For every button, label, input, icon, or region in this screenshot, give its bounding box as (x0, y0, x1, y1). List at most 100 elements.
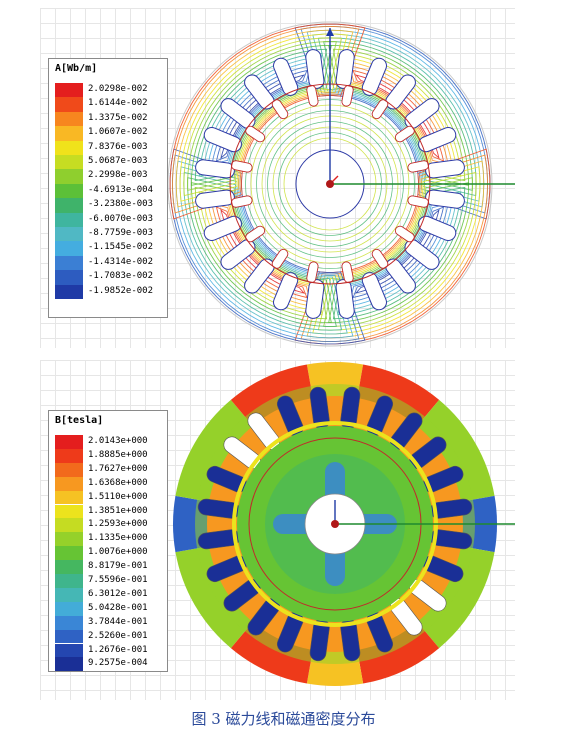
flux-legend-swatch (55, 183, 83, 199)
flux-legend-swatch (55, 111, 83, 127)
stator-slot (418, 127, 457, 153)
flux-legend-value: 2.0298e-002 (88, 84, 148, 94)
density-legend-swatch (55, 532, 83, 547)
flux-legend-title: A[Wb/m] (55, 63, 98, 74)
flux-legend-swatch (55, 212, 83, 227)
density-legend-swatch (55, 587, 83, 602)
flux-legend-swatch (55, 140, 83, 155)
flux-legend-swatch (55, 227, 83, 242)
flux-legend-swatch (55, 241, 83, 256)
flux-density-plot: B[tesla] 2.0143e+000 1.8885e+000 1.7627e+0… (40, 360, 515, 700)
density-legend-value: 8.8179e-001 (88, 561, 148, 572)
density-legend-swatch (55, 476, 83, 491)
density-legend-value: 1.3851e+000 (88, 505, 148, 516)
flux-line (202, 195, 319, 312)
rotor-bar (407, 195, 430, 208)
rotor-bar (245, 125, 266, 143)
stator-slot (305, 49, 325, 89)
flux-legend-value: 1.3375e-002 (88, 112, 148, 123)
flux-legend-swatch (55, 83, 83, 98)
flux-legend: A[Wb/m] 2.0298e-002 1.6144e-002 1.3375e-00… (48, 58, 168, 318)
density-legend-swatch (55, 574, 83, 588)
density-legend-value: 3.7844e-001 (88, 616, 148, 627)
rotor-bar (271, 99, 289, 120)
flux-legend-value: -4.6913e-004 (88, 184, 154, 195)
flux-legend-swatch (55, 126, 83, 141)
density-legend-value: 1.6368e+000 (88, 477, 148, 488)
flux-line (341, 56, 458, 173)
flux-line (169, 23, 366, 220)
flux-legend-swatch (55, 270, 83, 285)
stator-slot (273, 272, 299, 311)
density-legend: B[tesla] 2.0143e+000 1.8885e+000 1.7627e+0… (48, 410, 168, 672)
density-legend-swatch (55, 504, 83, 519)
stator-slot (418, 215, 457, 241)
flux-legend-value: -3.2380e-003 (88, 199, 154, 210)
rotor-bar (306, 84, 319, 107)
flux-legend-swatch (55, 284, 83, 299)
density-legend-swatch (55, 490, 83, 505)
density-legend-value: 1.8885e+000 (88, 449, 148, 460)
flux-legend-swatch (55, 255, 83, 271)
flux-line (323, 177, 473, 327)
flux-line (202, 56, 319, 173)
density-legend-value: 9.2575e-004 (88, 658, 148, 669)
stator-slot (273, 57, 299, 96)
stator-slot (361, 272, 387, 311)
density-legend-swatch (55, 615, 83, 630)
density-legend-swatch (55, 643, 83, 658)
density-legend-value: 1.5110e+000 (88, 491, 148, 502)
density-legend-value: 1.2593e+000 (88, 519, 148, 530)
density-legend-swatch (55, 657, 83, 672)
density-legend-value: 1.1335e+000 (88, 533, 148, 544)
flux-legend-swatch (55, 155, 83, 170)
flux-legend-value: -6.0070e-003 (88, 213, 154, 224)
stator-slot (425, 159, 465, 179)
stator-slot (220, 98, 256, 129)
flux-lines-plot: A[Wb/m] 2.0298e-002 1.6144e-002 1.3375e-00… (40, 8, 515, 348)
density-legend-value: 2.0143e+000 (88, 436, 148, 446)
flux-legend-value: 2.2998e-003 (88, 170, 148, 181)
rotor-bar (306, 261, 319, 284)
rotor-bar (407, 160, 430, 173)
rotor-bar (371, 248, 389, 269)
flux-line (179, 33, 348, 202)
rotor-bar (394, 225, 415, 243)
flux-legend-value: 7.8376e-003 (88, 141, 148, 152)
flux-density-drawing (173, 362, 515, 686)
flux-legend-value: -8.7759e-003 (88, 228, 154, 238)
y-axis-arrow (326, 28, 334, 36)
flux-line (323, 41, 473, 191)
rotor-bar (341, 84, 354, 107)
flux-legend-value: -1.9852e-002 (88, 285, 154, 296)
density-legend-swatch (55, 629, 83, 644)
density-legend-value: 1.2676e-001 (88, 644, 148, 655)
flux-line (187, 41, 337, 191)
density-legend-swatch (55, 518, 83, 533)
flux-legend-value: 1.0607e-002 (88, 127, 148, 138)
rotor-bar (230, 195, 253, 208)
flux-line (317, 171, 477, 331)
density-legend-title: B[tesla] (55, 415, 104, 426)
flux-legend-value: 1.6144e-002 (88, 98, 148, 109)
density-legend-value: 2.5260e-001 (88, 630, 148, 641)
flux-line (171, 25, 360, 214)
flux-legend-swatch (55, 97, 83, 112)
density-legend-swatch (55, 546, 83, 561)
density-legend-swatch (55, 435, 83, 449)
origin-marker (331, 520, 339, 528)
stator-slot (404, 239, 440, 270)
flux-line (175, 29, 354, 208)
flux-legend-swatch (55, 169, 83, 184)
figure-caption: 图 3 磁力线和磁通密度分布 (191, 710, 376, 728)
density-legend-value: 6.3012e-001 (88, 588, 148, 599)
rotor-bar (271, 248, 289, 269)
flux-line (341, 195, 458, 312)
stator-slot (203, 127, 242, 153)
flux-legend-value: -1.4314e-002 (88, 256, 154, 267)
flux-line (183, 171, 343, 331)
flux-legend-value: -1.7083e-002 (88, 271, 154, 282)
rotor-bar (230, 160, 253, 173)
flux-legend-swatch (55, 198, 83, 213)
rotor-bar (371, 99, 389, 120)
